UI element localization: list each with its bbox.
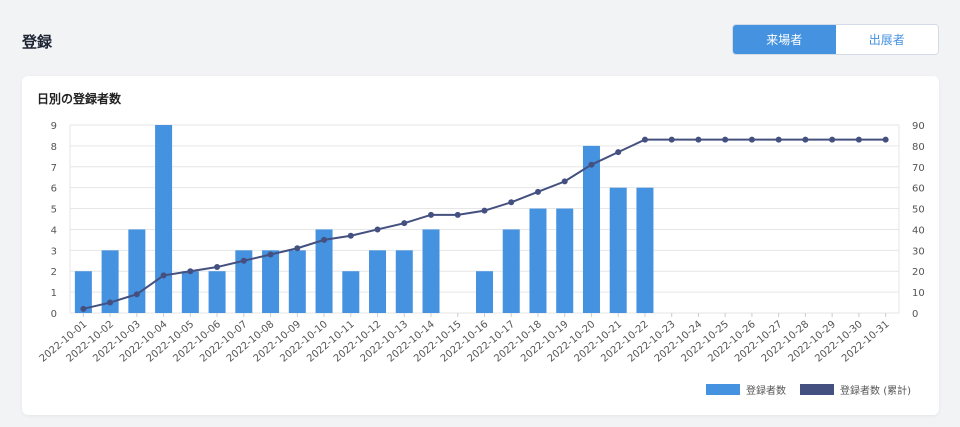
cumulative-point	[695, 136, 702, 143]
audience-toggle: 来場者 出展者	[732, 24, 939, 55]
bar	[181, 271, 199, 313]
bar	[74, 271, 92, 313]
y-right-tick-label: 0	[912, 309, 918, 320]
cumulative-point	[722, 136, 729, 143]
legend-item-line[interactable]: 登録者数 (累計)	[800, 382, 911, 397]
y-right-tick-label: 70	[912, 163, 925, 174]
tab-exhibitors[interactable]: 出展者	[835, 25, 938, 54]
cumulative-point	[428, 211, 435, 218]
cumulative-point	[107, 299, 114, 306]
y-right-tick-label: 10	[912, 288, 925, 299]
bar	[636, 187, 654, 313]
cumulative-point	[588, 161, 595, 168]
bar	[208, 271, 226, 313]
cumulative-point	[748, 136, 755, 143]
y-left-tick-label: 8	[51, 142, 57, 153]
bar	[288, 250, 306, 313]
cumulative-point	[508, 199, 515, 206]
y-left-tick-label: 3	[51, 246, 57, 257]
cumulative-point	[454, 211, 461, 218]
bar	[476, 271, 493, 313]
cumulative-point	[294, 245, 301, 252]
legend-label-bar: 登録者数	[746, 386, 787, 397]
cumulative-point	[347, 232, 354, 239]
cumulative-point	[267, 251, 274, 258]
cumulative-point	[160, 272, 167, 279]
cumulative-point	[133, 291, 140, 298]
y-left-tick-label: 5	[51, 205, 57, 216]
cumulative-point	[534, 188, 541, 195]
cumulative-point	[187, 268, 194, 275]
cumulative-point	[561, 178, 568, 185]
y-right-tick-label: 80	[912, 142, 925, 153]
chart-card: 日別の登録者数 0 0 1 10 2 20 3 30 4 40 5 50 6 60 7 70 8 80 9 90 202…	[22, 76, 939, 415]
page-title: 登録	[22, 33, 53, 51]
y-right-tick-label: 60	[912, 184, 925, 195]
legend-swatch-bar	[706, 384, 741, 395]
cumulative-point	[775, 136, 782, 143]
y-right-tick-label: 90	[912, 121, 925, 132]
bar	[529, 208, 547, 313]
cumulative-point	[829, 136, 836, 143]
y-left-tick-label: 6	[51, 184, 57, 195]
y-left-tick-label: 2	[51, 267, 57, 278]
y-right-tick-label: 30	[912, 246, 925, 257]
bar	[582, 145, 600, 313]
bar	[556, 208, 574, 313]
x-tick-label: 2022-10-31	[840, 319, 892, 365]
y-right-tick-label: 40	[912, 225, 925, 236]
legend-item-bar[interactable]: 登録者数	[706, 382, 786, 397]
cumulative-point	[321, 236, 328, 243]
cumulative-point	[668, 136, 675, 143]
bar	[609, 187, 627, 313]
bar	[262, 250, 280, 313]
legend-swatch-line	[800, 384, 835, 395]
bar	[315, 229, 333, 313]
y-right-tick-label: 20	[912, 267, 925, 278]
cumulative-point	[802, 136, 809, 143]
bar	[422, 229, 440, 313]
bar	[155, 125, 173, 313]
bar	[235, 250, 253, 313]
cumulative-point	[615, 149, 622, 156]
cumulative-point	[855, 136, 862, 143]
tab-visitors[interactable]: 来場者	[733, 25, 836, 54]
y-left-tick-label: 7	[51, 163, 57, 174]
y-left-tick-label: 1	[51, 288, 57, 299]
cumulative-point	[240, 257, 247, 264]
y-right-tick-label: 50	[912, 205, 925, 216]
bar	[342, 271, 360, 313]
cumulative-point	[374, 226, 381, 233]
cumulative-point	[401, 220, 408, 227]
legend-label-line: 登録者数 (累計)	[840, 386, 911, 397]
cumulative-point	[214, 264, 221, 271]
cumulative-point	[481, 207, 488, 214]
cumulative-point	[80, 305, 87, 312]
bar	[128, 229, 146, 313]
cumulative-point	[882, 136, 889, 143]
daily-registrations-chart: 0 01 102 203 304 405 506 607 708 809 902022-10-012…	[38, 121, 925, 365]
chart-card-title: 日別の登録者数	[37, 92, 122, 106]
y-left-tick-label: 0	[51, 309, 57, 320]
bar	[502, 229, 520, 313]
cumulative-point	[641, 136, 648, 143]
y-left-tick-label: 9	[51, 121, 57, 132]
bar	[395, 250, 413, 313]
bar	[101, 250, 119, 313]
bar	[369, 250, 387, 313]
chart-legend: 登録者数 登録者数 (累計)	[706, 382, 911, 397]
y-left-tick-label: 4	[51, 225, 57, 236]
